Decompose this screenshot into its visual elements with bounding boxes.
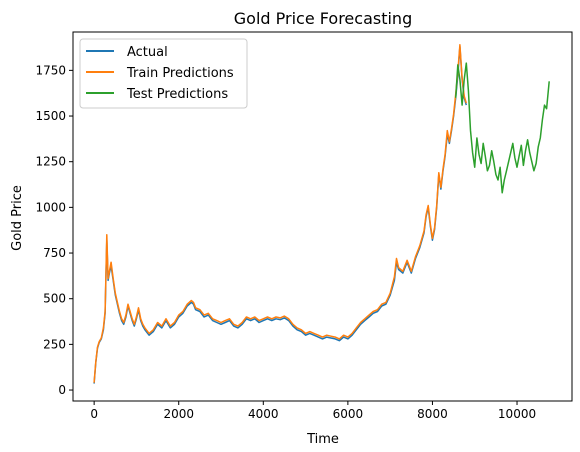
y-tick-label: 1250 <box>35 155 66 169</box>
x-tick-label: 4000 <box>248 407 279 421</box>
legend: Actual Train Predictions Test Predictions <box>79 38 248 109</box>
y-tick-label: 1500 <box>35 109 66 123</box>
plot-area <box>72 31 573 402</box>
x-tick-label: 10000 <box>498 407 536 421</box>
plot-frame <box>72 31 573 402</box>
legend-label: Train Predictions <box>126 66 234 81</box>
series-layer <box>93 44 550 384</box>
x-axis: 0 2000 4000 6000 8000 10000 <box>90 401 536 421</box>
y-axis-label: Gold Price <box>10 185 25 251</box>
legend-box <box>79 38 248 109</box>
x-tick-label: 0 <box>90 407 98 421</box>
legend-label: Test Predictions <box>126 87 228 102</box>
series-line-2 <box>93 44 468 383</box>
y-tick-label: 750 <box>43 246 66 260</box>
y-tick-label: 1750 <box>35 63 66 77</box>
y-tick-label: 1000 <box>35 200 66 214</box>
chart-title: Gold Price Forecasting <box>234 9 412 28</box>
x-tick-label: 6000 <box>333 407 364 421</box>
y-axis: 0 250 500 750 1000 1250 1500 1750 <box>35 63 73 397</box>
y-tick-label: 500 <box>43 292 66 306</box>
series-line-3 <box>454 62 550 194</box>
x-axis-label: Time <box>306 432 339 447</box>
x-tick-label: 8000 <box>417 407 448 421</box>
y-tick-label: 0 <box>58 383 66 397</box>
x-tick-label: 2000 <box>163 407 194 421</box>
y-tick-label: 250 <box>43 337 66 351</box>
legend-label: Actual <box>127 45 168 60</box>
